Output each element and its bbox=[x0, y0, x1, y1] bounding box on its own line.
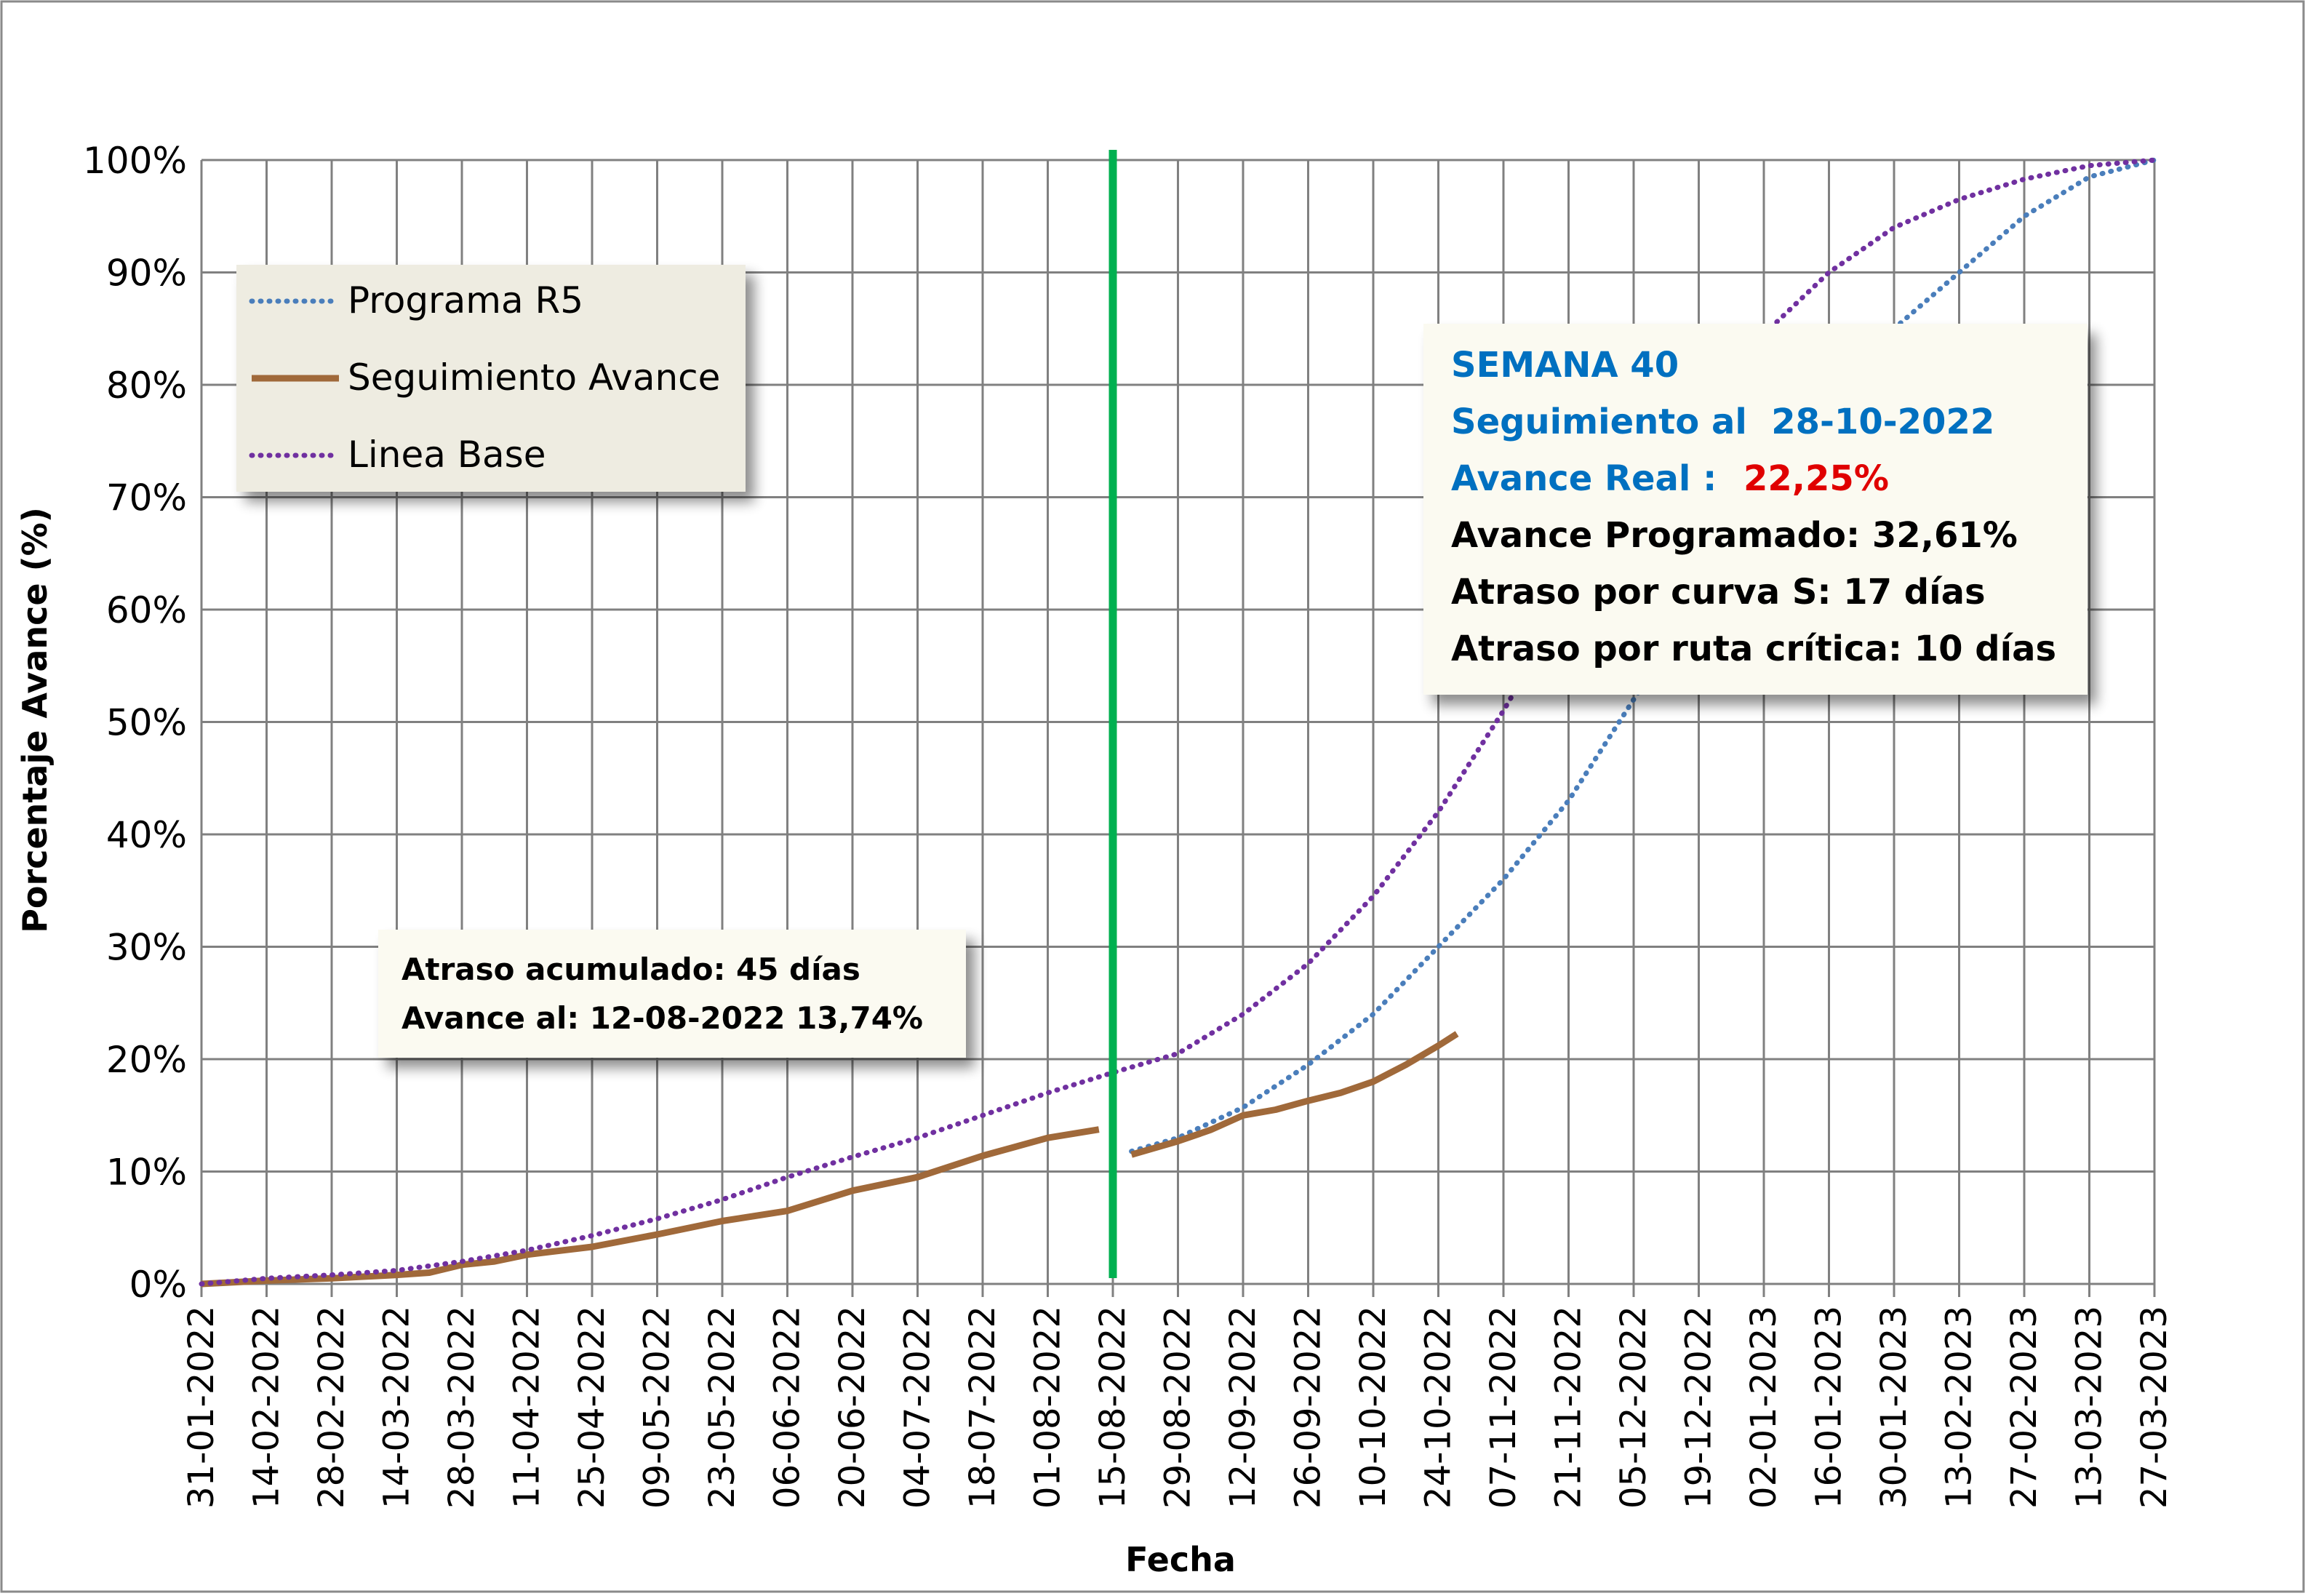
x-tick-label: 18-07-2022 bbox=[962, 1306, 1003, 1509]
x-tick-label: 25-04-2022 bbox=[572, 1306, 612, 1509]
x-tick-label: 30-01-2023 bbox=[1874, 1306, 1914, 1509]
legend-item-linea-base: Linea Base bbox=[249, 434, 546, 476]
status-delay-curve: Atraso por curva S: 17 días bbox=[1451, 572, 1986, 613]
series-line bbox=[1130, 1031, 1459, 1158]
series-group bbox=[199, 157, 2157, 1288]
x-tick-label: 27-03-2023 bbox=[2134, 1306, 2175, 1509]
legend-label: Seguimiento Avance bbox=[348, 356, 720, 399]
x-tick-label: 16-01-2023 bbox=[1809, 1306, 1850, 1509]
x-tick-label: 13-02-2023 bbox=[1939, 1306, 1980, 1509]
series-line bbox=[199, 157, 2157, 1287]
x-tick-label: 14-03-2022 bbox=[377, 1306, 418, 1509]
x-tick-label: 26-09-2022 bbox=[1288, 1306, 1329, 1509]
y-tick-label: 60% bbox=[106, 589, 187, 631]
x-tick-label: 15-08-2022 bbox=[1092, 1306, 1133, 1509]
x-tick-label: 06-06-2022 bbox=[767, 1306, 808, 1509]
x-tick-label: 19-12-2022 bbox=[1679, 1306, 1719, 1509]
x-tick-label: 10-10-2022 bbox=[1353, 1306, 1394, 1509]
y-tick-label: 40% bbox=[106, 814, 187, 856]
legend-item-seguimiento-avance: Seguimiento Avance bbox=[252, 356, 720, 399]
x-tick-label: 13-03-2023 bbox=[2069, 1306, 2110, 1509]
status-week: SEMANA 40 bbox=[1451, 345, 1679, 386]
x-tick-label: 24-10-2022 bbox=[1418, 1306, 1459, 1509]
y-axis-label: Porcentaje Avance (%) bbox=[15, 507, 55, 933]
x-tick-label: 21-11-2022 bbox=[1549, 1306, 1589, 1509]
legend-label: Linea Base bbox=[348, 434, 546, 476]
series-line bbox=[201, 1126, 1100, 1288]
x-tick-label: 23-05-2022 bbox=[702, 1306, 743, 1509]
x-tick-label: 14-02-2022 bbox=[247, 1306, 287, 1509]
accumulated-delay: Atraso acumulado: 45 días bbox=[402, 951, 860, 987]
legend-label: Programa R5 bbox=[348, 279, 583, 322]
accumulated-box bbox=[378, 930, 966, 1058]
x-tick-label: 05-12-2022 bbox=[1613, 1306, 1654, 1509]
x-tick-label: 20-06-2022 bbox=[832, 1306, 873, 1509]
x-tick-label: 04-07-2022 bbox=[898, 1306, 938, 1509]
x-tick-label: 29-08-2022 bbox=[1158, 1306, 1199, 1509]
accumulated-progress: Avance al: 12-08-2022 13,74% bbox=[402, 1000, 923, 1036]
series-line bbox=[1129, 157, 2157, 1154]
y-tick-label: 30% bbox=[106, 927, 187, 969]
y-tick-label: 50% bbox=[106, 702, 187, 744]
status-programmed-progress: Avance Programado: 32,61% bbox=[1451, 515, 2018, 556]
y-tick-label: 20% bbox=[106, 1039, 187, 1081]
y-tick-label: 90% bbox=[106, 252, 187, 295]
status-real-label: Avance Real : bbox=[1451, 458, 1729, 499]
x-tick-label: 28-03-2022 bbox=[442, 1306, 482, 1509]
x-tick-label: 09-05-2022 bbox=[637, 1306, 678, 1509]
y-tick-label: 70% bbox=[106, 477, 187, 519]
y-tick-label: 100% bbox=[83, 140, 187, 182]
x-tick-label: 31-01-2022 bbox=[181, 1306, 222, 1509]
x-tick-label: 12-09-2022 bbox=[1223, 1306, 1263, 1509]
status-real-value: 22,25% bbox=[1743, 458, 1889, 499]
x-tick-label: 02-01-2023 bbox=[1743, 1306, 1784, 1509]
status-real-progress: Avance Real : 22,25% bbox=[1451, 458, 1889, 499]
x-tick-label: 01-08-2022 bbox=[1028, 1306, 1068, 1509]
x-tick-label: 27-02-2023 bbox=[2004, 1306, 2045, 1509]
x-axis-label: Fecha bbox=[1125, 1540, 1236, 1579]
x-tick-label: 07-11-2022 bbox=[1483, 1306, 1524, 1509]
y-tick-label: 0% bbox=[129, 1264, 187, 1306]
x-tick-label: 11-04-2022 bbox=[507, 1306, 548, 1509]
y-axis-ticks: 0% 10% 20% 30% 40% 50% 60% 70% 80% 90% 100% bbox=[83, 140, 187, 1306]
legend-item-programa-r5: Programa R5 bbox=[249, 279, 583, 322]
status-delay-critical-path: Atraso por ruta crítica: 10 días bbox=[1451, 629, 2056, 669]
status-tracking-date: Seguimiento al 28-10-2022 bbox=[1451, 402, 1994, 442]
y-tick-label: 80% bbox=[106, 364, 187, 407]
x-tick-label: 28-02-2022 bbox=[311, 1306, 352, 1509]
status-box bbox=[1423, 324, 2088, 695]
y-tick-label: 10% bbox=[106, 1152, 187, 1194]
x-axis-ticks: 31-01-2022 14-02-2022 28-02-2022 14-03-2022… bbox=[181, 1306, 2175, 1509]
